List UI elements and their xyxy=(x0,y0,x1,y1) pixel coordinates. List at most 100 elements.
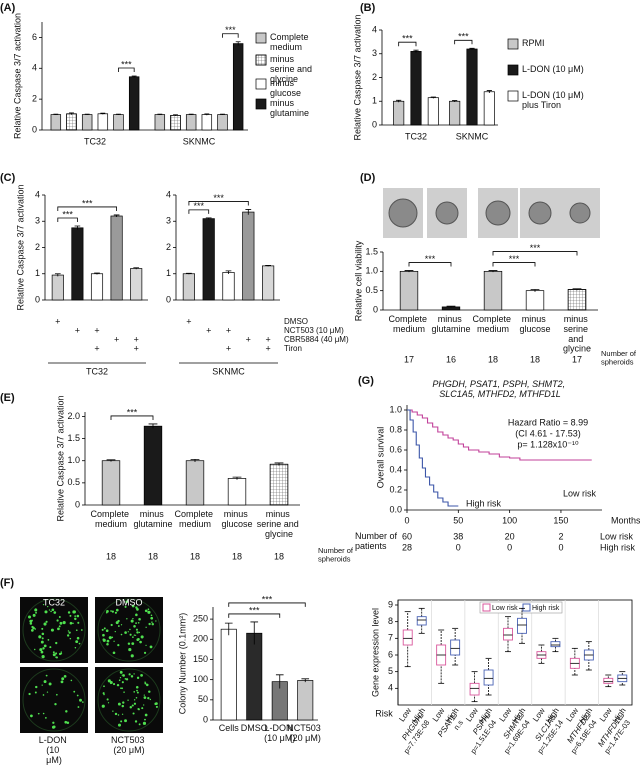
colony-dot xyxy=(135,628,138,631)
colony-dot xyxy=(136,691,139,694)
colony-dot xyxy=(155,705,158,709)
colony-dot xyxy=(127,699,129,701)
x-tick-label: minus glucose xyxy=(221,509,252,529)
treatment-label: NCT503 (10 μM) xyxy=(284,326,344,335)
y-tick-label: 1.0 xyxy=(365,266,378,276)
treatment-mark: + xyxy=(75,325,80,335)
colony-dot xyxy=(119,676,122,679)
colony-dot xyxy=(55,656,57,658)
box xyxy=(469,682,480,696)
colony-dot xyxy=(155,702,158,705)
bar xyxy=(410,51,422,126)
count-label: 18 xyxy=(488,354,498,364)
colony-dot xyxy=(31,619,33,622)
colony-dot xyxy=(41,637,44,640)
colony-dot xyxy=(77,706,80,708)
colony-dot xyxy=(150,616,154,620)
colony-dot xyxy=(50,628,54,632)
colony-dot xyxy=(125,678,129,681)
colony-dot xyxy=(137,638,140,641)
y-tick-label: 0.0 xyxy=(389,504,402,514)
spheroid xyxy=(528,201,552,225)
colony-dot xyxy=(117,625,120,627)
colony-dot xyxy=(114,712,118,716)
colony-dot xyxy=(69,614,72,617)
y-tick-label: 1.5 xyxy=(365,246,378,256)
risk-count: 0 xyxy=(507,542,512,552)
significance-label: *** xyxy=(62,209,73,219)
bar xyxy=(110,215,123,301)
colony-dot xyxy=(105,629,109,633)
legend-label: Complete medium xyxy=(270,32,311,52)
colony-dot xyxy=(47,605,49,608)
y-axis-label: Relative Caspase 3/7 activation xyxy=(12,13,22,139)
colony-dot xyxy=(69,637,72,640)
y-tick-label: 2.0 xyxy=(67,411,80,421)
y-tick-label: 0.4 xyxy=(389,464,402,474)
y-tick-label: 3 xyxy=(166,216,171,226)
significance-label: *** xyxy=(225,25,236,35)
colony-dot xyxy=(41,655,45,659)
colony-dot xyxy=(145,644,147,646)
colony-dot xyxy=(117,723,121,727)
significance-bracket xyxy=(492,251,578,256)
y-tick-label: 1.5 xyxy=(67,433,80,443)
colony-dot xyxy=(121,713,124,715)
colony-dot xyxy=(143,704,145,706)
treatment-mark: + xyxy=(134,343,139,353)
colony-dot xyxy=(144,718,146,721)
colony-dot xyxy=(76,694,79,697)
colony-dot xyxy=(135,613,138,617)
colony-dot xyxy=(137,621,140,624)
colony-dot xyxy=(80,629,83,631)
y-tick-label: 1.0 xyxy=(67,455,80,465)
colony-dot xyxy=(144,609,148,613)
colony-dot xyxy=(128,673,131,676)
colony-dot xyxy=(67,630,70,632)
micrograph xyxy=(95,667,163,733)
legend-swatch xyxy=(255,78,267,90)
colony-dot xyxy=(121,704,125,708)
x-tick-label: Complete medium xyxy=(90,509,131,529)
colony-dot xyxy=(142,721,147,725)
panel-label: (B) xyxy=(360,2,376,14)
x-tick-label: minus glucose xyxy=(519,314,550,334)
colony-dot xyxy=(111,636,114,639)
colony-dot xyxy=(75,629,78,632)
colony-dot xyxy=(34,628,36,630)
box xyxy=(416,616,427,626)
legend-label: minus glucose xyxy=(270,78,301,98)
error-bar xyxy=(413,49,419,53)
colony-dot xyxy=(101,628,104,631)
bar xyxy=(185,114,197,131)
colony-dot xyxy=(124,719,127,723)
colony-dot xyxy=(131,704,134,707)
bar xyxy=(51,274,64,301)
risk-count: 38 xyxy=(453,531,463,541)
bar xyxy=(427,97,439,126)
error-bar xyxy=(488,270,498,273)
colony-dot xyxy=(28,615,32,619)
legend-swatch-pattern xyxy=(255,54,267,66)
colony-dot xyxy=(106,698,109,701)
colony-dot xyxy=(131,604,135,608)
colony-dot xyxy=(110,623,113,627)
significance-bracket xyxy=(492,262,536,267)
error-bar xyxy=(446,305,456,308)
bar xyxy=(525,290,545,311)
count-label: 18 xyxy=(530,354,540,364)
bar xyxy=(201,114,213,131)
error-bar xyxy=(53,113,59,116)
colony-dot xyxy=(45,620,48,623)
treatment-mark: + xyxy=(134,334,139,344)
error-bar xyxy=(74,225,81,230)
colony-dot xyxy=(114,611,117,614)
error-bar xyxy=(186,272,192,275)
bar xyxy=(399,270,419,311)
x-tick-label: minus glutamine xyxy=(431,314,470,334)
treatment-label: CBR5884 (40 μM) xyxy=(284,335,349,344)
x-tick-label: minus serine and glycine xyxy=(257,509,302,539)
y-tick-label: 0 xyxy=(203,714,208,724)
image-label: DMSO xyxy=(116,597,143,607)
colony-dot xyxy=(133,702,137,705)
